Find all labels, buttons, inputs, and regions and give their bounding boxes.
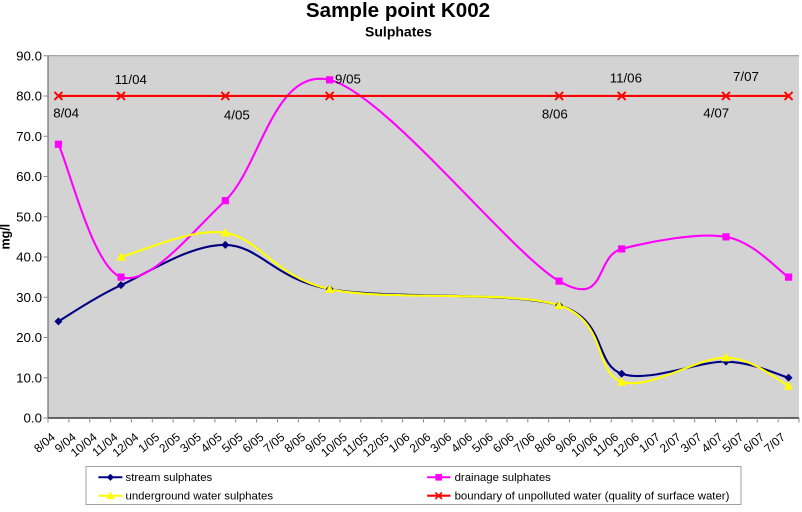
svg-text:7/07: 7/07 [733, 69, 759, 84]
svg-text:70.0: 70.0 [16, 129, 42, 144]
svg-text:60.0: 60.0 [16, 169, 42, 184]
svg-text:11/06: 11/06 [610, 71, 642, 86]
svg-text:90.0: 90.0 [16, 48, 42, 63]
svg-text:boundary of unpolluted water (: boundary of unpolluted water (quality of… [455, 491, 730, 503]
svg-text:50.0: 50.0 [16, 209, 42, 224]
svg-text:drainage sulphates: drainage sulphates [455, 472, 552, 484]
svg-text:11/04: 11/04 [115, 72, 147, 87]
svg-text:9/05: 9/05 [335, 71, 361, 86]
svg-text:80.0: 80.0 [16, 89, 42, 104]
svg-text:underground water sulphates: underground water sulphates [126, 491, 274, 503]
svg-text:8/06: 8/06 [542, 107, 568, 122]
svg-text:Sulphates: Sulphates [365, 24, 432, 40]
svg-text:stream sulphates: stream sulphates [126, 472, 213, 484]
svg-text:4/05: 4/05 [224, 107, 250, 122]
svg-text:20.0: 20.0 [16, 330, 42, 345]
svg-text:40.0: 40.0 [16, 250, 42, 265]
svg-text:10.0: 10.0 [16, 370, 42, 385]
svg-text:8/04: 8/04 [53, 106, 79, 121]
svg-text:Sample point K002: Sample point K002 [306, 0, 490, 22]
svg-text:30.0: 30.0 [16, 290, 42, 305]
svg-text:mg/l: mg/l [0, 224, 12, 250]
svg-text:4/07: 4/07 [703, 106, 729, 121]
svg-text:0.0: 0.0 [24, 411, 43, 426]
